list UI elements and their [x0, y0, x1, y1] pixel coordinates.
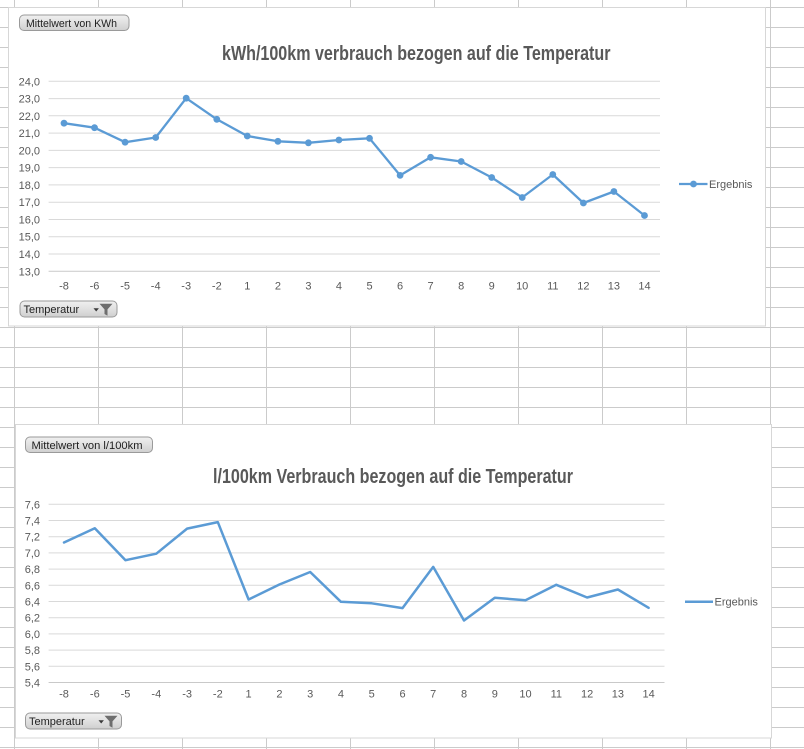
svg-text:7,2: 7,2: [25, 532, 40, 544]
svg-text:-5: -5: [121, 689, 131, 701]
svg-text:-6: -6: [90, 281, 100, 293]
svg-text:-3: -3: [181, 281, 191, 293]
svg-text:16,0: 16,0: [19, 215, 40, 227]
svg-text:6,0: 6,0: [25, 629, 40, 641]
svg-text:5,4: 5,4: [25, 678, 40, 690]
svg-text:-3: -3: [182, 689, 192, 701]
svg-text:1: 1: [244, 281, 250, 293]
svg-text:Mittelwert von KWh: Mittelwert von KWh: [26, 18, 117, 30]
svg-text:7,4: 7,4: [25, 516, 40, 528]
svg-text:12: 12: [581, 689, 593, 701]
svg-text:6,4: 6,4: [25, 597, 40, 609]
svg-text:21,0: 21,0: [19, 128, 40, 140]
svg-text:9: 9: [492, 689, 498, 701]
svg-text:8: 8: [458, 281, 464, 293]
svg-text:6,6: 6,6: [25, 580, 40, 592]
svg-text:14: 14: [642, 689, 654, 701]
svg-text:7,6: 7,6: [25, 499, 40, 511]
svg-text:7: 7: [430, 689, 436, 701]
svg-text:19,0: 19,0: [19, 163, 40, 175]
svg-text:7: 7: [428, 281, 434, 293]
svg-text:-8: -8: [59, 689, 69, 701]
svg-text:6,2: 6,2: [25, 613, 40, 625]
svg-text:17,0: 17,0: [19, 197, 40, 209]
svg-text:10: 10: [516, 281, 528, 293]
svg-text:13: 13: [608, 281, 620, 293]
svg-text:14,0: 14,0: [19, 249, 40, 261]
svg-text:l/100km Verbrauch bezogen auf: l/100km Verbrauch bezogen auf die Temper…: [213, 466, 573, 488]
svg-text:3: 3: [307, 689, 313, 701]
svg-text:4: 4: [338, 689, 344, 701]
svg-text:-6: -6: [90, 689, 100, 701]
svg-text:14: 14: [638, 281, 650, 293]
svg-text:Ergebnis: Ergebnis: [709, 179, 753, 191]
svg-text:11: 11: [551, 689, 562, 701]
svg-text:-8: -8: [59, 281, 69, 293]
svg-text:4: 4: [336, 281, 342, 293]
svg-text:-4: -4: [151, 281, 161, 293]
svg-text:15,0: 15,0: [19, 232, 40, 244]
svg-text:Temperatur: Temperatur: [29, 716, 85, 728]
svg-text:9: 9: [489, 281, 495, 293]
svg-text:22,0: 22,0: [19, 111, 40, 123]
svg-text:6: 6: [397, 281, 403, 293]
svg-text:2: 2: [275, 281, 281, 293]
svg-text:-4: -4: [151, 689, 161, 701]
svg-text:13: 13: [612, 689, 624, 701]
svg-text:24,0: 24,0: [19, 76, 40, 88]
svg-text:-5: -5: [120, 281, 130, 293]
svg-text:20,0: 20,0: [19, 145, 40, 157]
svg-text:6: 6: [399, 689, 405, 701]
svg-text:5,6: 5,6: [25, 661, 40, 673]
svg-text:12: 12: [577, 281, 589, 293]
svg-text:kWh/100km verbrauch bezogen au: kWh/100km verbrauch bezogen auf die Temp…: [222, 43, 611, 65]
svg-text:5,8: 5,8: [25, 645, 40, 657]
svg-text:1: 1: [246, 689, 252, 701]
svg-text:3: 3: [305, 281, 311, 293]
svg-text:5: 5: [366, 281, 372, 293]
svg-text:10: 10: [519, 689, 531, 701]
svg-text:Mittelwert von l/100km: Mittelwert von l/100km: [32, 440, 143, 452]
svg-text:7,0: 7,0: [25, 548, 40, 560]
svg-text:13,0: 13,0: [19, 266, 40, 278]
svg-text:18,0: 18,0: [19, 180, 40, 192]
svg-text:5: 5: [369, 689, 375, 701]
svg-text:Temperatur: Temperatur: [24, 304, 80, 316]
svg-text:23,0: 23,0: [19, 94, 40, 106]
svg-text:8: 8: [461, 689, 467, 701]
svg-text:-2: -2: [212, 281, 222, 293]
svg-text:Ergebnis: Ergebnis: [715, 597, 759, 609]
svg-text:11: 11: [547, 281, 558, 293]
svg-text:-2: -2: [213, 689, 223, 701]
svg-text:2: 2: [276, 689, 282, 701]
svg-text:6,8: 6,8: [25, 564, 40, 576]
